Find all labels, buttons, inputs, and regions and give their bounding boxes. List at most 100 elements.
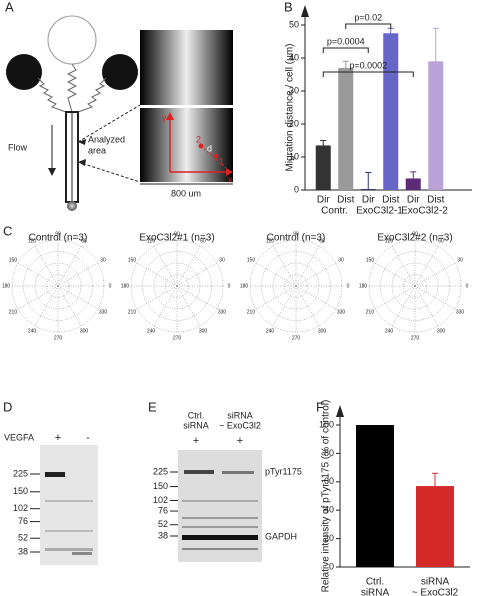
treatment-label: + bbox=[193, 435, 199, 447]
y-tick-label: 60 bbox=[324, 476, 334, 486]
point-label: 2 bbox=[196, 134, 201, 144]
marker-label: 76 bbox=[18, 516, 28, 526]
polar-ring bbox=[403, 274, 427, 298]
polar-spoke bbox=[414, 285, 455, 310]
polar-spoke bbox=[391, 246, 416, 287]
polar-spoke bbox=[57, 246, 82, 287]
sig-bracket bbox=[322, 71, 414, 77]
band-label: GAPDH bbox=[265, 531, 297, 541]
scale-label: 800 um bbox=[171, 188, 201, 198]
y-tick-label: 40 bbox=[289, 52, 299, 62]
panel-label: C bbox=[3, 223, 12, 238]
polar-angle-label: 60 bbox=[81, 238, 87, 244]
panel-label: B bbox=[284, 0, 293, 14]
analyzed-label: area bbox=[88, 145, 106, 155]
polar-angle-label: 240 bbox=[28, 328, 37, 334]
marker-label: 225 bbox=[13, 468, 28, 478]
marker-label: 225 bbox=[153, 466, 168, 476]
bar bbox=[338, 67, 354, 190]
polar-angle-label: 300 bbox=[437, 328, 446, 334]
panel-label: E bbox=[148, 399, 157, 414]
polar-spoke bbox=[414, 262, 455, 287]
bar bbox=[356, 425, 394, 567]
polar-angle-label: 210 bbox=[9, 309, 18, 315]
sig-bracket bbox=[322, 47, 369, 53]
y-tick-label: 80 bbox=[324, 448, 334, 458]
polar-spoke bbox=[57, 285, 98, 310]
polar-angle-label: 120 bbox=[147, 238, 156, 244]
polar-angle-label: 180 bbox=[121, 283, 130, 289]
band-label: pTyr1175 bbox=[265, 466, 302, 476]
marker-label: 150 bbox=[13, 486, 28, 496]
polar-title: Control (n=3) bbox=[29, 233, 88, 244]
marker-label: 150 bbox=[153, 481, 168, 491]
lane-label: ~ ExoC3l2 bbox=[219, 420, 261, 430]
sig-label: p=0.0002 bbox=[349, 60, 387, 70]
polar-angle-label: 0 bbox=[228, 283, 231, 289]
polar-angle-label: 330 bbox=[99, 309, 108, 315]
marker-label: 102 bbox=[13, 503, 28, 513]
axis-y-label: y bbox=[162, 112, 167, 122]
polar-spoke bbox=[256, 262, 297, 287]
y-tick-label: 20 bbox=[324, 533, 334, 543]
y-tick-label: 10 bbox=[289, 151, 299, 161]
polar-spoke bbox=[176, 262, 217, 287]
polar-spoke bbox=[272, 285, 297, 326]
polar-spoke bbox=[57, 262, 98, 287]
polar-angle-label: 300 bbox=[199, 328, 208, 334]
polar-ring bbox=[380, 251, 450, 321]
polar-angle-label: 180 bbox=[240, 283, 249, 289]
polar-spoke bbox=[375, 262, 416, 287]
polar-spoke bbox=[256, 285, 297, 310]
treatment-label: + bbox=[237, 435, 243, 447]
polar-ring bbox=[46, 274, 70, 298]
polar-angle-label: 210 bbox=[366, 309, 375, 315]
polar-angle-label: 30 bbox=[338, 257, 344, 263]
polar-angle-label: 330 bbox=[218, 309, 227, 315]
polar-spoke bbox=[137, 285, 178, 310]
panel-label: F bbox=[316, 399, 324, 414]
polar-angle-label: 180 bbox=[359, 283, 368, 289]
polar-angle-label: 60 bbox=[200, 238, 206, 244]
polar-angle-label: 90 bbox=[293, 231, 299, 237]
polar-angle-label: 90 bbox=[174, 231, 180, 237]
polar-angle-label: 30 bbox=[457, 257, 463, 263]
bar bbox=[315, 145, 331, 190]
polar-title: ExoC3l2#2 (n=3) bbox=[377, 233, 452, 244]
polar-spoke bbox=[34, 285, 59, 326]
marker-label: 76 bbox=[158, 505, 168, 515]
lane-label: siRNA bbox=[183, 420, 209, 430]
polar-ring bbox=[261, 251, 331, 321]
axis-x-label: x bbox=[228, 174, 233, 184]
flow-label: Flow bbox=[8, 142, 28, 152]
blot-d bbox=[40, 445, 98, 565]
y-tick-label: 20 bbox=[289, 118, 299, 128]
y-tick-label: 50 bbox=[289, 19, 299, 29]
panel-label: A bbox=[5, 0, 14, 14]
polar-spoke bbox=[153, 285, 178, 326]
marker-label: 102 bbox=[153, 495, 168, 505]
polar-ring bbox=[165, 274, 189, 298]
diagram-a bbox=[6, 15, 233, 211]
bar bbox=[360, 189, 376, 190]
polar-angle-label: 270 bbox=[292, 335, 301, 341]
polar-angle-label: 0 bbox=[466, 283, 469, 289]
polar-spoke bbox=[34, 246, 59, 287]
polar-angle-label: 270 bbox=[54, 335, 63, 341]
polar-angle-label: 210 bbox=[247, 309, 256, 315]
bar bbox=[383, 33, 399, 190]
polar-angle-label: 120 bbox=[385, 238, 394, 244]
polar-angle-label: 150 bbox=[9, 257, 18, 263]
polar-spoke bbox=[176, 285, 201, 326]
axis-arrow bbox=[301, 5, 309, 17]
polar-angle-label: 210 bbox=[128, 309, 137, 315]
polar-angle-label: 330 bbox=[337, 309, 346, 315]
polar-angle-label: 240 bbox=[385, 328, 394, 334]
marker-label: 52 bbox=[158, 519, 168, 529]
x-tick-label: Dir bbox=[407, 195, 420, 206]
polar-angle-label: 240 bbox=[266, 328, 275, 334]
lane-label: + bbox=[55, 432, 61, 444]
bar bbox=[428, 61, 444, 190]
bar bbox=[416, 486, 454, 567]
